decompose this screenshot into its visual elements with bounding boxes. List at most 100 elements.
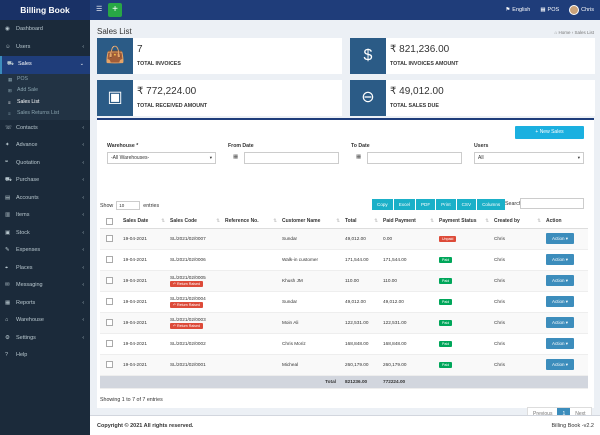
sidebar-item-help[interactable]: ? Help [0, 347, 90, 365]
sales-code-cell[interactable]: SL/2021/02/0006 [167, 249, 222, 271]
created-by-cell: Chris [491, 228, 543, 250]
select-all-header[interactable] [100, 215, 120, 229]
action-button[interactable]: Action ▾ [546, 296, 574, 307]
sales-code-cell[interactable]: SL/2021/02/0001 [167, 354, 222, 376]
sidebar-item-warehouse[interactable]: ⌂ Warehouse ‹ [0, 312, 90, 330]
sidebar-item-dashboard[interactable]: ◉ Dashboard [0, 21, 90, 39]
search-input[interactable] [520, 198, 584, 209]
list-icon: ≡ [8, 99, 11, 105]
column-header[interactable]: Payment Status ⇅ [436, 215, 491, 229]
row-select-cell[interactable] [100, 249, 120, 271]
sales-code[interactable]: SL/2021/02/0007 [170, 236, 206, 241]
sidebar-item-expenses[interactable]: ✎ Expenses ‹ [0, 242, 90, 260]
checkbox[interactable] [106, 340, 113, 347]
action-button[interactable]: Action ▾ [546, 359, 574, 370]
column-header[interactable]: Created by ⇅ [491, 215, 543, 229]
hamburger-icon[interactable]: ☰ [96, 6, 103, 13]
minus-icon: ⊖ [350, 80, 386, 116]
columns-button[interactable]: Columns [477, 199, 506, 210]
table-header-row: Sales Date ⇅ Sales Code ⇅ Reference No. ⇅ C… [100, 215, 588, 229]
language-menu[interactable]: ⚑ English [505, 7, 530, 13]
sidebar-item-accounts[interactable]: ▤ Accounts ‹ [0, 190, 90, 208]
search-label: Search: [505, 201, 524, 207]
sidebar-item-items[interactable]: ▥ Items ‹ [0, 207, 90, 225]
sales-code-cell[interactable]: SL/2021/02/0007 [167, 228, 222, 250]
sidebar-item-settings[interactable]: ⚙ Settings ‹ [0, 330, 90, 348]
sales-code[interactable]: SL/2021/02/0001 [170, 362, 206, 367]
excel-button[interactable]: Excel [393, 199, 415, 210]
sales-code-cell[interactable]: SL/2021/02/0002 [167, 333, 222, 355]
sidebar-item-contacts[interactable]: ☏ Contacts ‹ [0, 120, 90, 138]
to-date-input[interactable] [367, 152, 462, 164]
sidebar-subitem-sales-returns[interactable]: ≡ Sales Returns List [0, 108, 90, 120]
column-header[interactable]: Total ⇅ [342, 215, 380, 229]
warehouse-select[interactable]: -All Warehouses- ▾ [107, 152, 216, 164]
sales-code[interactable]: SL/2021/02/0004 [170, 295, 206, 301]
print-button[interactable]: Print [436, 199, 456, 210]
sidebar-item-users[interactable]: ☺ Users ‹ [0, 39, 90, 57]
row-select-cell[interactable] [100, 354, 120, 376]
column-header[interactable]: Customer Name ⇅ [279, 215, 342, 229]
sidebar-item-purchase[interactable]: ⛟ Purchase ‹ [0, 172, 90, 190]
row-select-cell[interactable] [100, 270, 120, 292]
sidebar-item-advance[interactable]: ✦ Advance ‹ [0, 137, 90, 155]
sort-icon: ⇅ [430, 218, 434, 223]
total-cell: 110.00 [342, 270, 380, 292]
action-button[interactable]: Action ▾ [546, 233, 574, 244]
checkbox[interactable] [106, 361, 113, 368]
users-select[interactable]: All ▾ [474, 152, 584, 164]
sidebar-item-sales[interactable]: ⛟ Sales ⌄ [0, 56, 90, 74]
row-select-cell[interactable] [100, 228, 120, 250]
app-logo[interactable]: Billing Book [0, 0, 90, 20]
checkbox[interactable] [106, 256, 113, 263]
sidebar-item-reports[interactable]: ▦ Reports ‹ [0, 295, 90, 313]
total-cell: 171,544.00 [342, 249, 380, 271]
copy-button[interactable]: Copy [372, 199, 393, 210]
action-button[interactable]: Action ▾ [546, 317, 574, 328]
checkbox[interactable] [106, 235, 113, 242]
breadcrumb-home[interactable]: Home [558, 30, 571, 35]
sales-code-cell[interactable]: SL/2021/02/0003 ↶ Return Raised [167, 312, 222, 334]
sales-code[interactable]: SL/2021/02/0002 [170, 341, 206, 346]
action-button[interactable]: Action ▾ [546, 254, 574, 265]
quick-add-button[interactable]: + [108, 3, 122, 17]
row-select-cell[interactable] [100, 291, 120, 313]
row-select-cell[interactable] [100, 333, 120, 355]
checkbox[interactable] [106, 319, 113, 326]
sales-code-cell[interactable]: SL/2021/02/0005 ↶ Return Raised [167, 270, 222, 292]
user-menu[interactable]: Chris [569, 5, 594, 15]
column-header[interactable]: Reference No. ⇅ [222, 215, 279, 229]
entries-select[interactable]: 10 [116, 201, 141, 210]
from-date-input[interactable] [244, 152, 339, 164]
column-label: Sales Date [123, 218, 149, 225]
plus-square-icon: ⊞ [8, 88, 12, 93]
sales-code-cell[interactable]: SL/2021/02/0004 ↶ Return Raised [167, 291, 222, 313]
pos-link[interactable]: ▦ POS [540, 7, 559, 13]
sales-code[interactable]: SL/2021/02/0003 [170, 316, 206, 322]
column-header[interactable]: Sales Code ⇅ [167, 215, 222, 229]
row-select-cell[interactable] [100, 312, 120, 334]
action-button[interactable]: Action ▾ [546, 338, 574, 349]
pdf-button[interactable]: PDF [415, 199, 436, 210]
column-header[interactable]: Sales Date ⇅ [120, 215, 167, 229]
sidebar-subitem-sales-list[interactable]: ≡ Sales List [0, 96, 90, 108]
action-button[interactable]: Action ▾ [546, 275, 574, 286]
sales-code[interactable]: SL/2021/02/0006 [170, 257, 206, 262]
sidebar-item-messaging[interactable]: ✉ Messaging ‹ [0, 277, 90, 295]
chevron-left-icon: ‹ [82, 124, 84, 131]
pos-icon: ▦ [8, 76, 13, 82]
sidebar-subitem-pos[interactable]: ▦ POS [0, 73, 90, 85]
new-sales-button[interactable]: + New Sales [515, 126, 584, 139]
sidebar-item-stock[interactable]: ▣ Stock ‹ [0, 225, 90, 243]
column-header[interactable]: Paid Payment ⇅ [380, 215, 436, 229]
customer-cell: Sundar [279, 291, 342, 313]
checkbox[interactable] [106, 277, 113, 284]
csv-button[interactable]: CSV [456, 199, 477, 210]
checkbox[interactable] [106, 217, 113, 225]
sidebar-item-places[interactable]: ⌖ Places ‹ [0, 260, 90, 278]
sidebar-subitem-add-sale[interactable]: ⊞ Add Sale [0, 85, 90, 97]
sidebar-item-quotation[interactable]: ❝ Quotation ‹ [0, 155, 90, 173]
return-raised-badge: ↶ Return Raised [170, 322, 203, 329]
checkbox[interactable] [106, 298, 113, 305]
sales-code[interactable]: SL/2021/02/0005 [170, 274, 206, 280]
